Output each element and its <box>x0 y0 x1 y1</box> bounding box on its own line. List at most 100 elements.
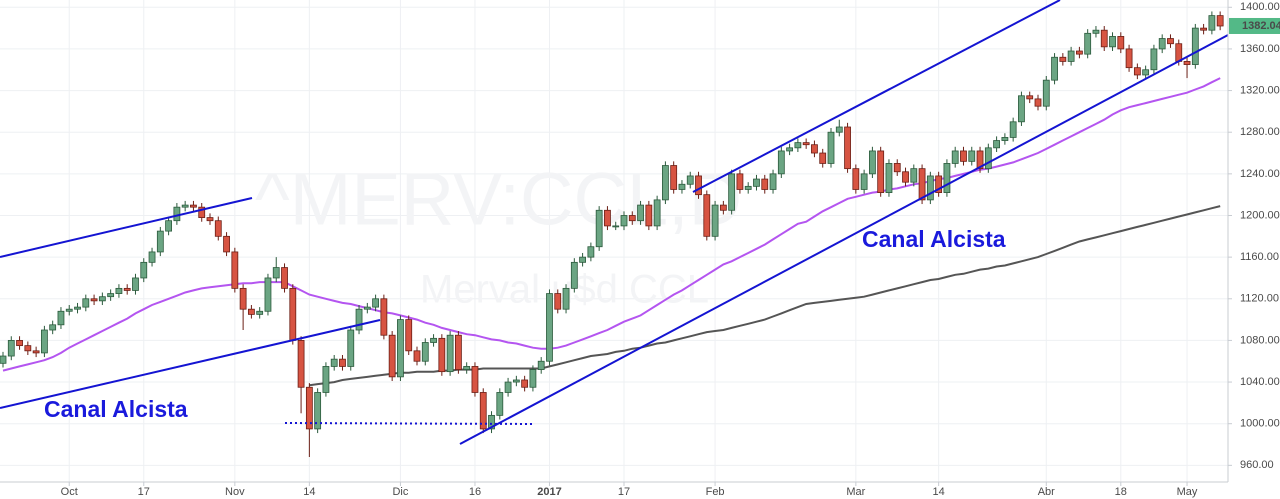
candle-body <box>860 173 868 190</box>
candle-body <box>305 386 313 430</box>
candle-body <box>322 366 330 393</box>
candle-body <box>1051 56 1058 81</box>
candle-body <box>678 183 686 190</box>
trend-line <box>692 0 1061 193</box>
candle-body <box>107 293 115 298</box>
candle-body <box>546 293 553 362</box>
candle-body <box>893 163 901 173</box>
candle-body <box>728 173 736 211</box>
candle-body <box>504 381 512 393</box>
candle-body <box>90 298 98 302</box>
x-tick-label: 2017 <box>537 486 561 498</box>
candle-body <box>173 206 181 222</box>
candle-body <box>405 319 413 352</box>
candle-body <box>1175 43 1183 62</box>
candle-body <box>918 168 926 201</box>
x-tick-label: Mar <box>846 486 865 498</box>
candle-body <box>479 392 487 430</box>
candle-body <box>910 168 918 183</box>
candle-body <box>761 178 769 190</box>
candle-body <box>231 251 239 289</box>
candle-body <box>430 337 437 343</box>
x-tick-label: Dic <box>392 486 408 498</box>
candle-body <box>844 126 851 170</box>
candle-body <box>620 215 628 227</box>
candle-body <box>1167 38 1174 45</box>
candle-body <box>802 142 810 146</box>
candle-body <box>0 355 7 364</box>
candle-body <box>786 147 793 152</box>
candle-body <box>198 206 206 218</box>
candle-body <box>612 225 620 228</box>
candle-body <box>49 324 57 331</box>
x-tick-label: May <box>1177 486 1198 498</box>
x-tick-label: 16 <box>469 486 481 498</box>
candle-body <box>1034 98 1042 107</box>
candle-body <box>156 230 164 253</box>
candle-body <box>628 215 636 222</box>
candle-body <box>769 173 777 190</box>
candle-body <box>777 150 785 175</box>
candle-body <box>976 150 984 170</box>
candle-body <box>869 150 876 175</box>
candle-body <box>65 308 73 312</box>
time-axis-panel <box>0 482 1228 499</box>
candle-body <box>206 217 214 222</box>
trend-line <box>0 319 381 409</box>
candle-body <box>24 345 32 352</box>
x-tick-label: 17 <box>618 486 630 498</box>
y-tick-label: 1040.00 <box>1240 376 1280 388</box>
candle-body <box>123 287 131 291</box>
y-tick-label: 1240.00 <box>1240 168 1280 180</box>
candle-body <box>960 150 967 162</box>
candle-body <box>852 168 860 190</box>
candle-body <box>753 178 760 187</box>
candle-body <box>1109 36 1116 48</box>
candle-body <box>264 277 272 312</box>
candle-body <box>1183 61 1191 65</box>
candle-body <box>1117 36 1125 50</box>
candle-body <box>82 298 90 308</box>
candle-body <box>1001 137 1009 141</box>
candle-body <box>372 298 380 308</box>
candle-body <box>57 310 65 326</box>
candle-body <box>604 209 611 227</box>
candles <box>0 11 1224 458</box>
candle-body <box>1125 48 1133 69</box>
last-price-box <box>1229 17 1280 34</box>
y-tick-label: 1080.00 <box>1240 334 1280 346</box>
candle-body <box>562 287 570 310</box>
candle-body <box>355 308 363 331</box>
candle-body <box>835 126 843 133</box>
candle-body <box>74 306 81 310</box>
candle-body <box>247 308 255 315</box>
candle-body <box>1018 95 1025 123</box>
candle-body <box>1084 32 1092 55</box>
candle-body <box>719 204 727 211</box>
candle-body <box>645 204 653 227</box>
candle-body <box>314 392 322 430</box>
trend-lines <box>0 0 1229 445</box>
candle-body <box>1158 38 1166 50</box>
candle-body <box>1026 95 1034 100</box>
candle-body <box>1076 50 1083 55</box>
candle-body <box>595 209 603 248</box>
candle-body <box>686 175 694 185</box>
candle-body <box>811 144 818 154</box>
candle-body <box>794 142 802 149</box>
watermark-symbol: ^MERV:CCL,D <box>255 158 742 241</box>
y-tick-label: 1200.00 <box>1240 209 1280 221</box>
y-tick-label: 960.00 <box>1240 459 1274 471</box>
candle-body <box>1042 79 1050 107</box>
moving-average-line <box>2 77 1221 372</box>
candle-body <box>827 131 835 164</box>
candle-body <box>496 392 504 416</box>
candle-body <box>1208 15 1216 31</box>
x-tick-label: 18 <box>1115 486 1127 498</box>
candle-body <box>1133 67 1141 76</box>
candle-body <box>463 366 471 370</box>
candle-body <box>363 306 371 310</box>
trend-line <box>459 34 1229 445</box>
candle-body <box>537 360 545 370</box>
